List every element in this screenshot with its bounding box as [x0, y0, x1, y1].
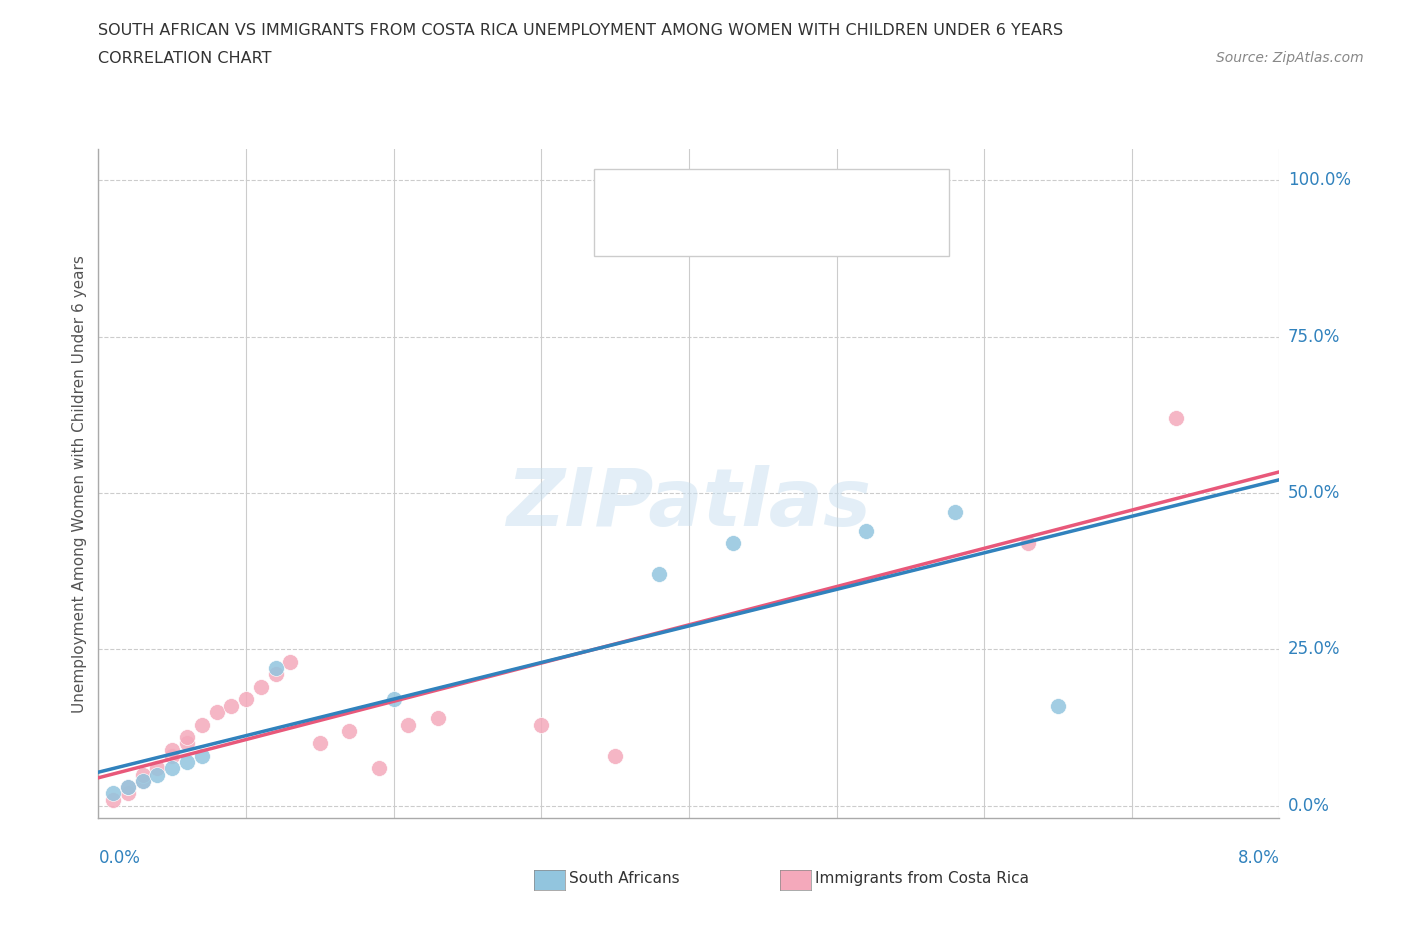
Point — [396, 717, 419, 732]
Point — [943, 504, 966, 519]
Point — [721, 536, 744, 551]
Point — [191, 749, 214, 764]
Point — [337, 724, 360, 738]
Point — [162, 761, 183, 776]
Point — [103, 792, 124, 807]
Point — [103, 786, 124, 801]
Y-axis label: Unemployment Among Women with Children Under 6 years: Unemployment Among Women with Children U… — [72, 255, 87, 712]
Point — [1164, 410, 1187, 425]
Point — [132, 767, 155, 782]
Point — [162, 742, 183, 757]
Point — [278, 655, 301, 670]
Point — [132, 774, 155, 789]
Text: 0.0%: 0.0% — [98, 849, 141, 867]
Point — [235, 692, 257, 707]
Text: SOUTH AFRICAN VS IMMIGRANTS FROM COSTA RICA UNEMPLOYMENT AMONG WOMEN WITH CHILDR: SOUTH AFRICAN VS IMMIGRANTS FROM COSTA R… — [98, 23, 1063, 38]
Text: N =: N = — [751, 179, 790, 197]
Point — [1046, 698, 1069, 713]
Point — [117, 786, 139, 801]
Text: 8.0%: 8.0% — [1237, 849, 1279, 867]
Point — [191, 717, 214, 732]
Point — [530, 717, 553, 732]
Point — [426, 711, 449, 725]
Text: Source: ZipAtlas.com: Source: ZipAtlas.com — [1216, 51, 1364, 65]
Point — [382, 692, 405, 707]
Point — [176, 730, 198, 745]
Point — [648, 567, 671, 582]
Point — [117, 779, 139, 794]
Point — [205, 705, 228, 720]
Point — [264, 661, 287, 676]
Text: 100.0%: 100.0% — [1288, 171, 1351, 189]
Text: Immigrants from Costa Rica: Immigrants from Costa Rica — [815, 871, 1029, 886]
Text: R = 0.530: R = 0.530 — [645, 228, 735, 246]
Text: N =: N = — [751, 228, 790, 246]
Text: South Africans: South Africans — [569, 871, 681, 886]
Point — [250, 680, 273, 695]
Text: 0.0%: 0.0% — [1288, 797, 1330, 815]
Text: R = 0.873: R = 0.873 — [645, 179, 735, 197]
Point — [176, 754, 198, 769]
Point — [117, 779, 139, 794]
Point — [264, 667, 287, 682]
Point — [367, 761, 389, 776]
Point — [308, 736, 332, 751]
Text: CORRELATION CHART: CORRELATION CHART — [98, 51, 271, 66]
Point — [176, 736, 198, 751]
Point — [219, 698, 242, 713]
Text: 25.0%: 25.0% — [1288, 641, 1340, 658]
Point — [146, 767, 169, 782]
Text: 50.0%: 50.0% — [1288, 484, 1340, 502]
Point — [855, 523, 877, 538]
Text: 26: 26 — [786, 228, 811, 246]
Text: ZIPatlas: ZIPatlas — [506, 465, 872, 543]
Point — [1017, 536, 1039, 551]
Point — [146, 761, 169, 776]
Text: 11: 11 — [786, 179, 811, 197]
Point — [132, 774, 155, 789]
Point — [162, 749, 183, 764]
Text: 75.0%: 75.0% — [1288, 327, 1340, 346]
Point — [605, 749, 627, 764]
